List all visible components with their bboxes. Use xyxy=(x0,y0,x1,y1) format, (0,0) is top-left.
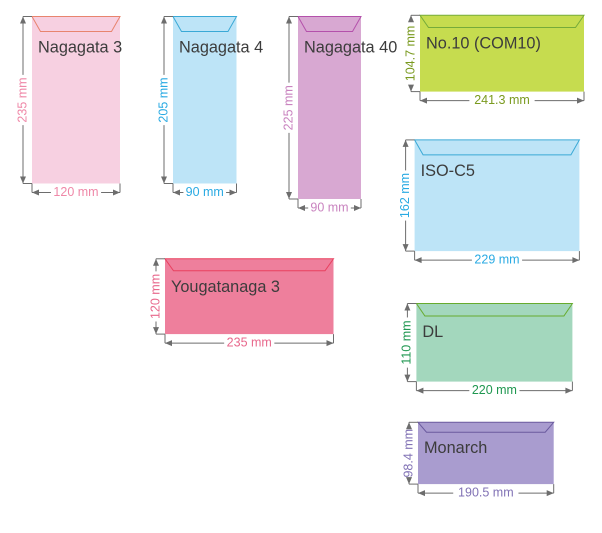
svg-text:120 mm: 120 mm xyxy=(148,274,162,319)
svg-text:235 mm: 235 mm xyxy=(15,77,29,122)
svg-text:220 mm: 220 mm xyxy=(472,383,517,397)
svg-text:225 mm: 225 mm xyxy=(281,85,295,130)
svg-text:Nagagata 3: Nagagata 3 xyxy=(38,39,122,57)
svg-text:No.10 (COM10): No.10 (COM10) xyxy=(426,35,541,53)
svg-text:ISO-C5: ISO-C5 xyxy=(421,162,475,180)
svg-text:98.4 mm: 98.4 mm xyxy=(401,429,415,478)
svg-text:190.5 mm: 190.5 mm xyxy=(458,485,514,499)
svg-text:Nagagata 4: Nagagata 4 xyxy=(179,39,263,57)
svg-text:Nagagata 40: Nagagata 40 xyxy=(304,39,397,57)
svg-text:110 mm: 110 mm xyxy=(400,320,414,364)
svg-text:162 mm: 162 mm xyxy=(398,173,412,218)
svg-text:205 mm: 205 mm xyxy=(156,77,170,122)
svg-text:90 mm: 90 mm xyxy=(310,200,348,214)
svg-text:229 mm: 229 mm xyxy=(474,252,519,266)
svg-text:241.3 mm: 241.3 mm xyxy=(474,93,530,107)
svg-text:Monarch: Monarch xyxy=(424,439,487,457)
svg-text:DL: DL xyxy=(422,323,443,341)
svg-text:Yougatanaga 3: Yougatanaga 3 xyxy=(171,278,280,296)
svg-text:104.7 mm: 104.7 mm xyxy=(403,26,417,82)
svg-text:90 mm: 90 mm xyxy=(186,185,224,199)
svg-text:120 mm: 120 mm xyxy=(53,185,98,199)
svg-text:235 mm: 235 mm xyxy=(227,335,272,349)
